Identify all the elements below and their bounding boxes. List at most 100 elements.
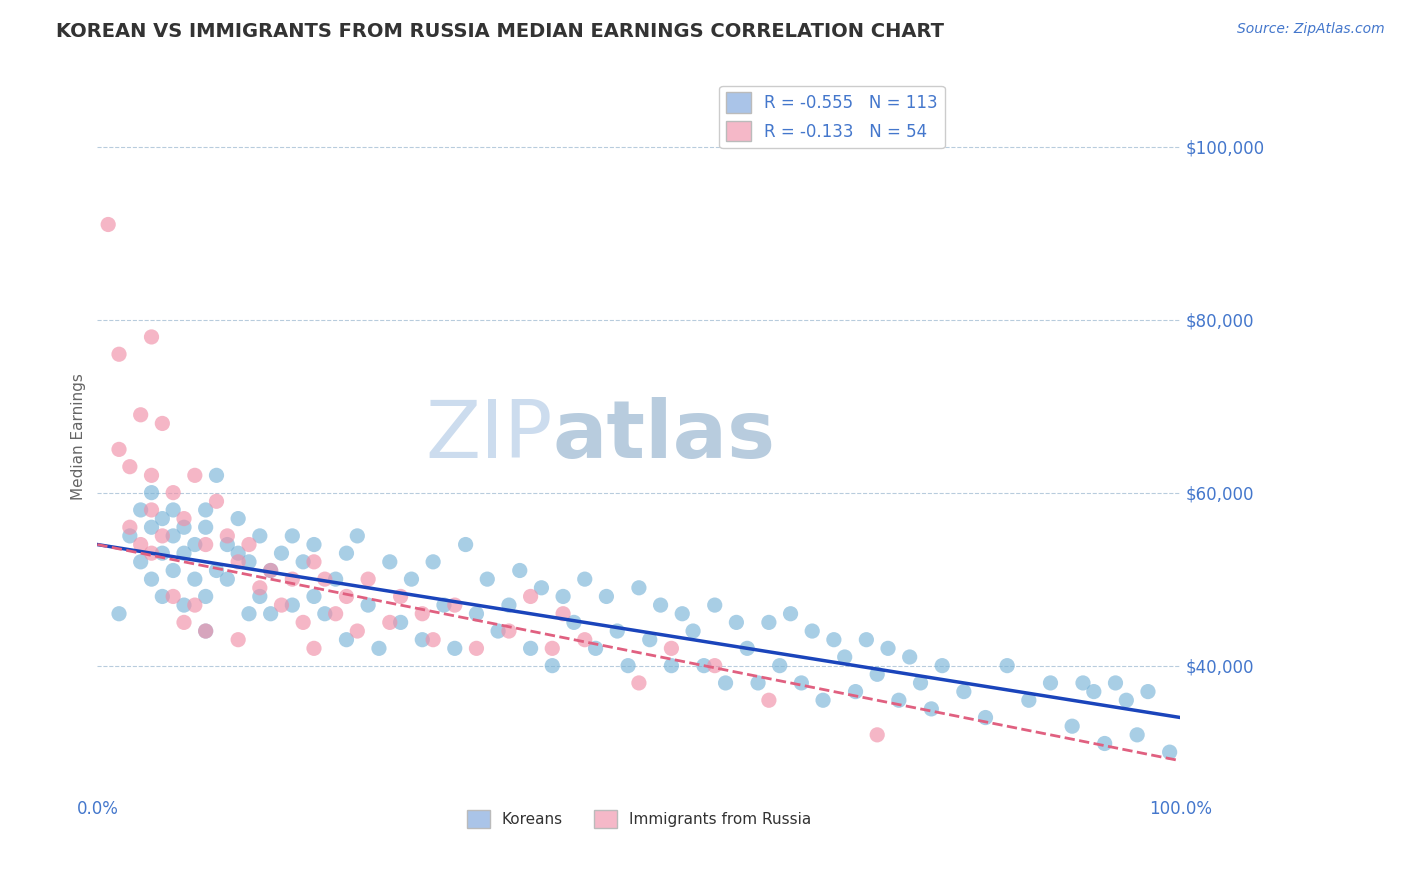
Point [530, 581, 553, 595]
Point [238, 537, 260, 551]
Point [562, 615, 585, 630]
Point [238, 607, 260, 621]
Point [118, 520, 141, 534]
Point [162, 564, 184, 578]
Point [129, 555, 152, 569]
Text: Source: ZipAtlas.com: Source: ZipAtlas.com [1237, 22, 1385, 37]
Point [150, 511, 173, 525]
Point [335, 632, 357, 647]
Point [443, 598, 465, 612]
Point [97, 218, 120, 232]
Point [302, 641, 325, 656]
Point [1104, 676, 1126, 690]
Point [389, 615, 412, 630]
Point [574, 572, 596, 586]
Point [302, 537, 325, 551]
Point [887, 693, 910, 707]
Point [627, 581, 650, 595]
Point [509, 564, 531, 578]
Point [141, 503, 163, 517]
Point [498, 624, 520, 638]
Point [498, 598, 520, 612]
Point [1018, 693, 1040, 707]
Point [141, 468, 163, 483]
Point [302, 555, 325, 569]
Point [617, 658, 640, 673]
Point [1083, 684, 1105, 698]
Point [574, 632, 596, 647]
Point [866, 728, 889, 742]
Point [194, 537, 217, 551]
Point [714, 676, 737, 690]
Point [162, 485, 184, 500]
Point [693, 658, 716, 673]
Point [811, 693, 834, 707]
Point [769, 658, 792, 673]
Point [477, 572, 499, 586]
Point [184, 468, 207, 483]
Point [368, 641, 391, 656]
Point [194, 503, 217, 517]
Point [758, 615, 780, 630]
Point [661, 641, 683, 656]
Point [259, 564, 281, 578]
Point [585, 641, 607, 656]
Point [747, 676, 769, 690]
Point [541, 641, 564, 656]
Point [141, 572, 163, 586]
Point [194, 520, 217, 534]
Point [108, 347, 131, 361]
Point [325, 607, 347, 621]
Point [150, 529, 173, 543]
Point [433, 598, 456, 612]
Point [855, 632, 877, 647]
Point [194, 624, 217, 638]
Point [1094, 737, 1116, 751]
Point [205, 468, 228, 483]
Point [238, 555, 260, 569]
Legend: Koreans, Immigrants from Russia: Koreans, Immigrants from Russia [461, 804, 817, 834]
Point [823, 632, 845, 647]
Point [1039, 676, 1062, 690]
Point [335, 546, 357, 560]
Point [118, 529, 141, 543]
Point [551, 590, 574, 604]
Point [184, 572, 207, 586]
Point [682, 624, 704, 638]
Point [108, 607, 131, 621]
Point [194, 590, 217, 604]
Point [173, 511, 195, 525]
Point [162, 590, 184, 604]
Point [378, 615, 401, 630]
Point [801, 624, 824, 638]
Point [357, 572, 380, 586]
Point [1126, 728, 1149, 742]
Point [443, 641, 465, 656]
Point [595, 590, 617, 604]
Point [378, 555, 401, 569]
Point [129, 503, 152, 517]
Point [779, 607, 801, 621]
Point [1115, 693, 1137, 707]
Point [129, 537, 152, 551]
Point [1071, 676, 1094, 690]
Point [1062, 719, 1084, 733]
Point [606, 624, 628, 638]
Point [292, 555, 315, 569]
Point [173, 598, 195, 612]
Point [910, 676, 932, 690]
Point [217, 537, 239, 551]
Point [173, 520, 195, 534]
Point [486, 624, 509, 638]
Point [1159, 745, 1181, 759]
Point [995, 658, 1018, 673]
Point [758, 693, 780, 707]
Point [226, 632, 249, 647]
Point [953, 684, 976, 698]
Point [422, 632, 444, 647]
Point [422, 555, 444, 569]
Point [389, 590, 412, 604]
Point [519, 590, 541, 604]
Point [411, 607, 433, 621]
Point [173, 615, 195, 630]
